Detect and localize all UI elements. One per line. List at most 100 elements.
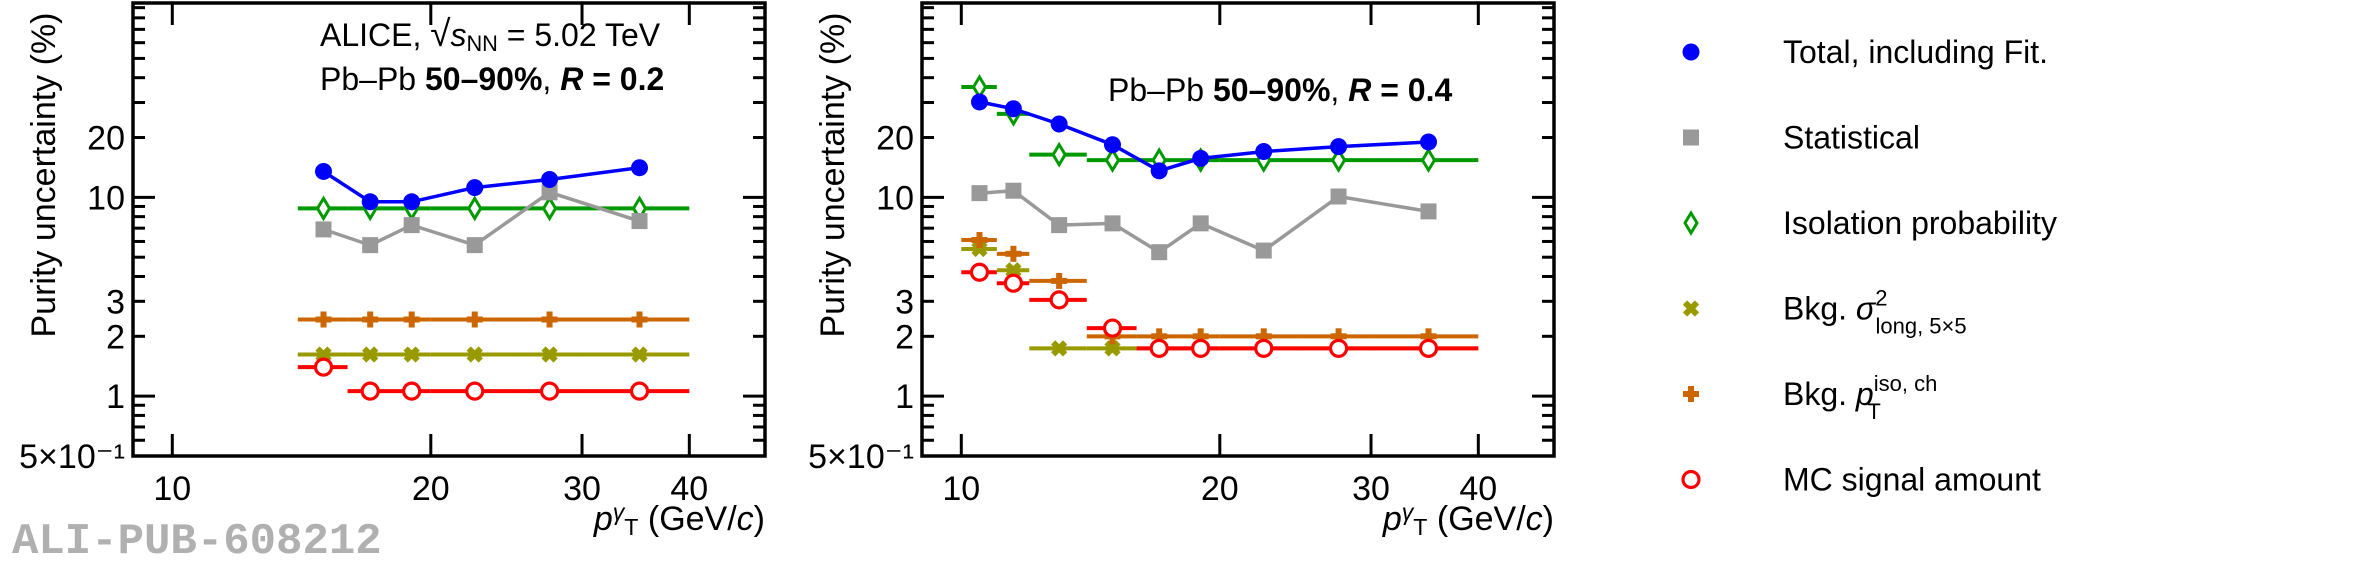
marker-plus [1051,272,1068,289]
y-tick-label: 5×10⁻¹ [19,438,125,476]
marker-plus [466,311,483,328]
marker-filled-circle [631,159,649,177]
marker-filled-circle [315,162,333,180]
x-tick-label: 30 [1352,470,1390,508]
marker-filled-circle [541,170,559,188]
marker-plus [971,232,988,249]
marker-plus [1420,328,1437,345]
marker-filled-circle [1050,115,1068,133]
legend-label: Bkg. piso, ch T [1783,371,1937,424]
legend-entry-iso: Isolation probability [1683,205,2057,241]
marker-plus [1255,328,1272,345]
marker-x-cross [1104,340,1121,357]
marker-open-circle [1149,338,1169,358]
marker-x-cross [362,346,379,363]
marker-filled-circle [361,193,379,211]
marker-filled-circle [1255,143,1273,161]
x-axis: 10 20 30 40 [942,3,1497,508]
legend-label: Statistical [1783,120,1920,156]
marker-x-cross [1005,262,1022,279]
x-tick-label: 10 [153,470,191,508]
marker-x-cross [541,346,558,363]
marker-plus [315,311,332,328]
marker-x-cross [631,346,648,363]
x-axis: 10 20 30 40 [153,3,708,508]
watermark: ALI-PUB-608212 [12,517,382,562]
y-tick-label: 5×10⁻¹ [808,438,914,476]
marker-plus [1151,328,1168,345]
y-axis-title: Purity uncertainty (%) [814,13,852,338]
marker-open-circle [1049,290,1069,310]
marker-filled-square [1330,188,1347,205]
marker-open-diamond [1051,141,1067,168]
marker-open-circle [465,381,485,401]
marker-open-diamond [1330,147,1347,174]
x-tick-label: 10 [942,470,980,508]
legend-label: Bkg. σ2 long, 5×5 [1783,286,1967,339]
series-iso [297,195,690,222]
marker-filled-circle [1682,43,1700,61]
marker-plus [1330,328,1347,345]
marker-open-circle [1003,273,1024,293]
legend-label: Isolation probability [1783,205,2057,241]
y-tick-label: 10 [87,179,125,217]
legend-entry-ptiso: Bkg. piso, ch T [1683,371,1937,424]
marker-open-circle [1681,469,1701,490]
marker-filled-square [466,237,483,254]
marker-open-diamond [1420,147,1437,174]
marker-open-circle [360,381,380,401]
marker-plus [1683,386,1699,402]
marker-open-circle [539,381,560,401]
marker-filled-square [1005,182,1022,199]
marker-open-diamond [541,195,558,222]
marker-open-circle [1418,338,1439,358]
y-tick-label: 1 [895,378,914,416]
y-axis-title: Purity uncertainty (%) [25,13,63,338]
x-tick-label: 40 [1459,470,1497,508]
marker-x-cross [971,240,988,258]
x-tick-label: 20 [412,470,450,508]
marker-plus [631,311,648,328]
marker-filled-square [541,184,558,201]
y-tick-label: 10 [876,179,914,217]
marker-filled-circle [1150,162,1168,180]
series-sigma [297,346,690,363]
y-tick-label: 20 [87,120,125,158]
marker-x-cross [466,346,483,363]
legend-entry-sigma: Bkg. σ2 long, 5×5 [1682,286,1967,339]
y-tick-label: 2 [895,318,914,356]
x-axis-title: pγT (GeV/c) [593,499,765,540]
marker-filled-circle [1330,138,1348,156]
series-mc [961,262,1479,358]
plot-annotation: Pb–Pb 50–90%, R = 0.2 [320,61,664,97]
marker-filled-square [971,185,988,202]
marker-filled-circle [1004,100,1022,118]
x-axis-title: pγT (GeV/c) [1382,499,1554,540]
y-tick-label: 20 [876,120,914,158]
marker-open-circle [402,381,422,401]
marker-filled-square [1051,217,1068,234]
marker-filled-square [315,221,332,238]
series-stat [315,184,648,254]
marker-filled-square [1104,215,1121,232]
legend-label: MC signal amount [1783,462,2041,498]
legend: Total, including Fit. Statistical Isolatio… [1681,34,2057,498]
marker-plus [1192,328,1209,345]
marker-filled-square [1683,129,1699,146]
marker-plus [541,311,558,328]
marker-plus [1005,245,1022,262]
marker-open-circle [629,381,650,401]
plot-frame [920,1,1556,458]
marker-filled-square [403,217,420,234]
x-tick-label: 40 [670,470,708,508]
y-tick-label: 3 [895,283,914,321]
marker-filled-square [1151,244,1168,261]
marker-plus [362,311,379,328]
marker-filled-circle [466,179,484,197]
series-total [970,93,1438,180]
legend-label: Total, including Fit. [1783,34,2048,70]
marker-filled-square [1192,215,1209,232]
y-axis: 5×10⁻¹ 1 23 10 20 [808,6,1554,476]
x-tick-label: 20 [1201,470,1239,508]
